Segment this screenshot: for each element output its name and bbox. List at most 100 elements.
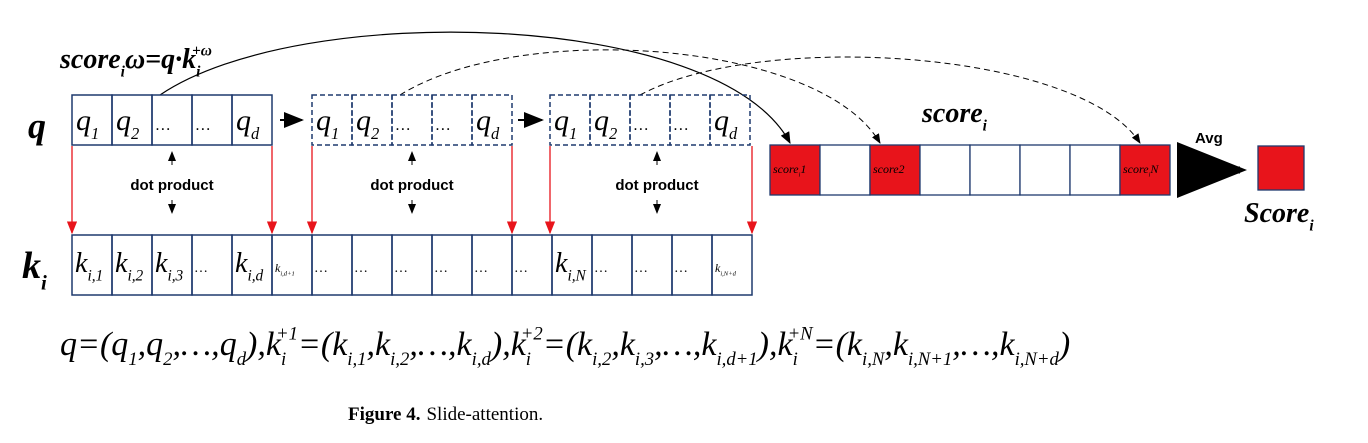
caption: Figure 4. Slide-attention.	[348, 404, 543, 425]
dot-label: dot product	[615, 177, 698, 194]
math-text: q	[594, 104, 609, 137]
q-cell-text: q1	[554, 104, 577, 143]
math-text: 2	[899, 162, 905, 176]
subscript: i,2	[127, 267, 143, 284]
math-text: q	[111, 326, 128, 363]
subscript: i	[196, 63, 201, 80]
subscript: i	[1309, 217, 1314, 234]
subscript: i	[526, 349, 531, 370]
math-text: k	[275, 261, 281, 275]
math-text: k	[577, 326, 593, 363]
subscript: i,N+d	[720, 271, 736, 278]
caption-label: Figure 4.	[348, 404, 420, 425]
superscript: +ω	[192, 42, 212, 59]
math-text: 1	[800, 162, 806, 176]
top-formula: scoreiω=q·ki+ω	[59, 42, 212, 80]
subscript: d	[251, 124, 260, 143]
math-text: …	[156, 117, 170, 134]
score-cell	[819, 144, 871, 196]
subscript: i,d	[472, 349, 492, 370]
subscript: i,2	[390, 349, 409, 370]
math-text: score	[773, 162, 799, 176]
math-text: k	[620, 326, 636, 363]
math-text: q	[554, 104, 569, 137]
k-cell-text: ki,1	[75, 248, 103, 284]
subscript: i,1	[87, 267, 103, 284]
math-text: score	[873, 162, 899, 176]
k-cell	[711, 234, 753, 296]
q-cell-text: …	[156, 117, 170, 134]
subscript: i,N+d	[1015, 349, 1060, 370]
math-text: k	[75, 248, 88, 279]
math-text: …	[674, 117, 688, 134]
score-cell	[1069, 144, 1121, 196]
k-cell-text: …	[515, 261, 527, 276]
subscript: i,N	[862, 349, 886, 370]
score-title: scorei	[921, 98, 988, 134]
subscript: i,3	[635, 349, 654, 370]
math-text: k	[115, 248, 128, 279]
k-cell-text: ki,d	[235, 248, 264, 284]
k-cell-text: ki,2	[115, 248, 144, 284]
math-text: …	[395, 261, 407, 276]
bottom-formula: q=(q1,q2,…,qd),ki+1=(ki,1,ki,2,…,ki,d),k…	[60, 324, 1070, 371]
q-cell-text: qd	[714, 104, 738, 143]
subscript: i	[41, 270, 47, 294]
math-text: …	[195, 261, 207, 276]
q-cell-text: …	[396, 117, 410, 134]
avg-result-label: Scorei	[1244, 198, 1314, 234]
score-cell-text: score2	[873, 162, 905, 176]
q-cell-text: qd	[236, 104, 260, 143]
subscript: i,N	[567, 267, 586, 284]
math-text: k	[715, 261, 721, 275]
math-text: ,	[138, 326, 147, 363]
subscript: i	[121, 63, 126, 80]
curve-arrow	[159, 31, 791, 145]
q-cell	[471, 94, 513, 146]
subscript: i,d+1	[716, 349, 757, 370]
k-cell-text: ki,N+d	[715, 261, 737, 278]
math-text: =(	[813, 326, 850, 363]
math-text: score	[1123, 162, 1149, 176]
math-text: ,	[884, 326, 893, 363]
k-cell-text: …	[355, 261, 367, 276]
math-text: k	[555, 248, 568, 279]
score-cell	[919, 144, 971, 196]
math-text: =(	[543, 326, 580, 363]
math-text: q	[146, 326, 163, 363]
math-text: q	[714, 104, 729, 137]
score-cell	[969, 144, 1021, 196]
math-text: ,	[367, 326, 376, 363]
math-text: q	[60, 326, 77, 363]
math-text: …	[635, 261, 647, 276]
math-text: …	[675, 261, 687, 276]
score-cell-text: scorei1	[773, 162, 806, 179]
caption-text: Slide-attention.	[426, 404, 543, 425]
math-text: q	[76, 104, 91, 137]
math-text: ,…,	[654, 326, 701, 363]
k-cell-text: …	[315, 261, 327, 276]
math-text: …	[436, 117, 450, 134]
math-text: k	[893, 326, 909, 363]
math-text: q	[236, 104, 251, 137]
subscript: i	[799, 172, 801, 179]
math-text: …	[634, 117, 648, 134]
math-text: q	[220, 326, 237, 363]
subscript: 1	[91, 124, 99, 143]
dot-label: dot product	[130, 177, 213, 194]
curve-arrow	[639, 56, 1141, 144]
math-text: q	[476, 104, 491, 137]
math-text: …	[435, 261, 447, 276]
math-text: k	[701, 326, 717, 363]
math-text: )	[244, 326, 257, 363]
k-cell-text: …	[395, 261, 407, 276]
k-cell-text: …	[675, 261, 687, 276]
math-text: ,…,	[172, 326, 219, 363]
superscript: +1	[276, 324, 298, 345]
math-text: k	[235, 248, 248, 279]
subscript: d	[237, 349, 247, 370]
math-text: q	[316, 104, 331, 137]
math-text: k	[22, 245, 41, 287]
q-cell-text: q1	[76, 104, 99, 143]
